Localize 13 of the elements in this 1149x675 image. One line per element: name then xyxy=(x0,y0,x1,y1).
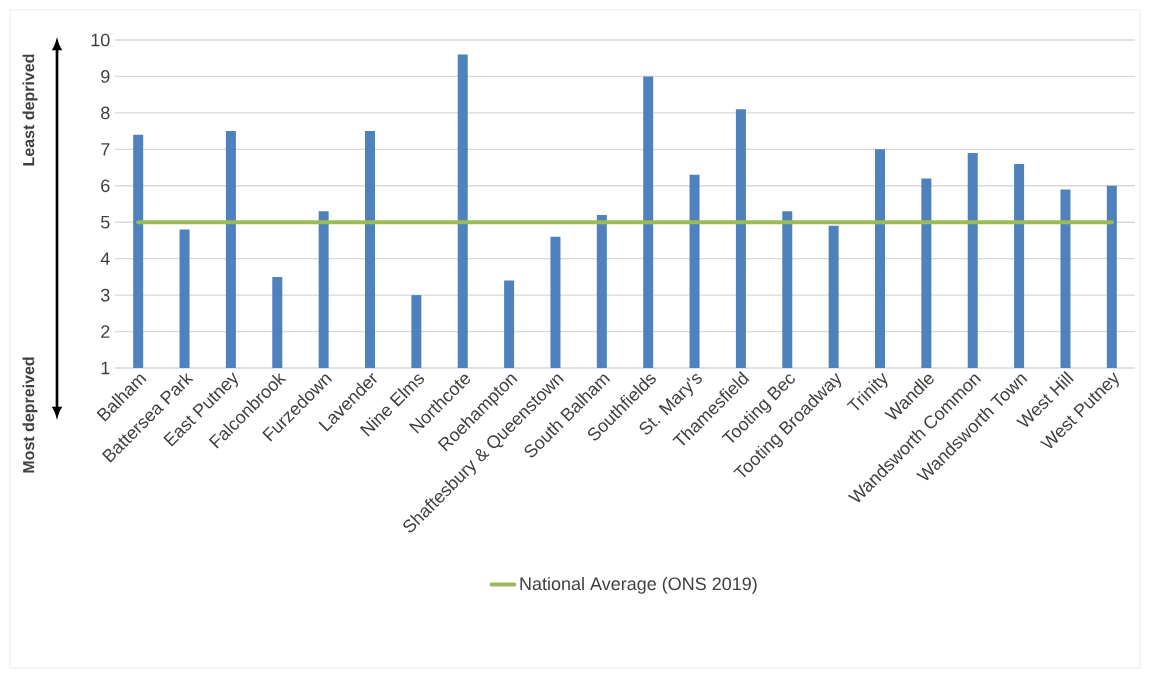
y-tick-label: 10 xyxy=(91,33,110,47)
y-tick-label: 6 xyxy=(101,179,110,193)
y-tick-label: 1 xyxy=(101,361,110,375)
legend-label: National Average (ONS 2019) xyxy=(520,576,757,594)
y-tick-label: 8 xyxy=(101,106,110,120)
y-tick-label: 4 xyxy=(100,252,110,265)
y-tick-label: 3 xyxy=(100,288,110,302)
y-tick-label: 2 xyxy=(101,325,110,338)
y-tick-label: 9 xyxy=(101,70,110,83)
y-tick-label: 7 xyxy=(101,143,110,156)
y-tick-label: 5 xyxy=(100,215,110,229)
text: Least deprived xyxy=(22,54,38,166)
text: Most depreived xyxy=(22,357,38,473)
